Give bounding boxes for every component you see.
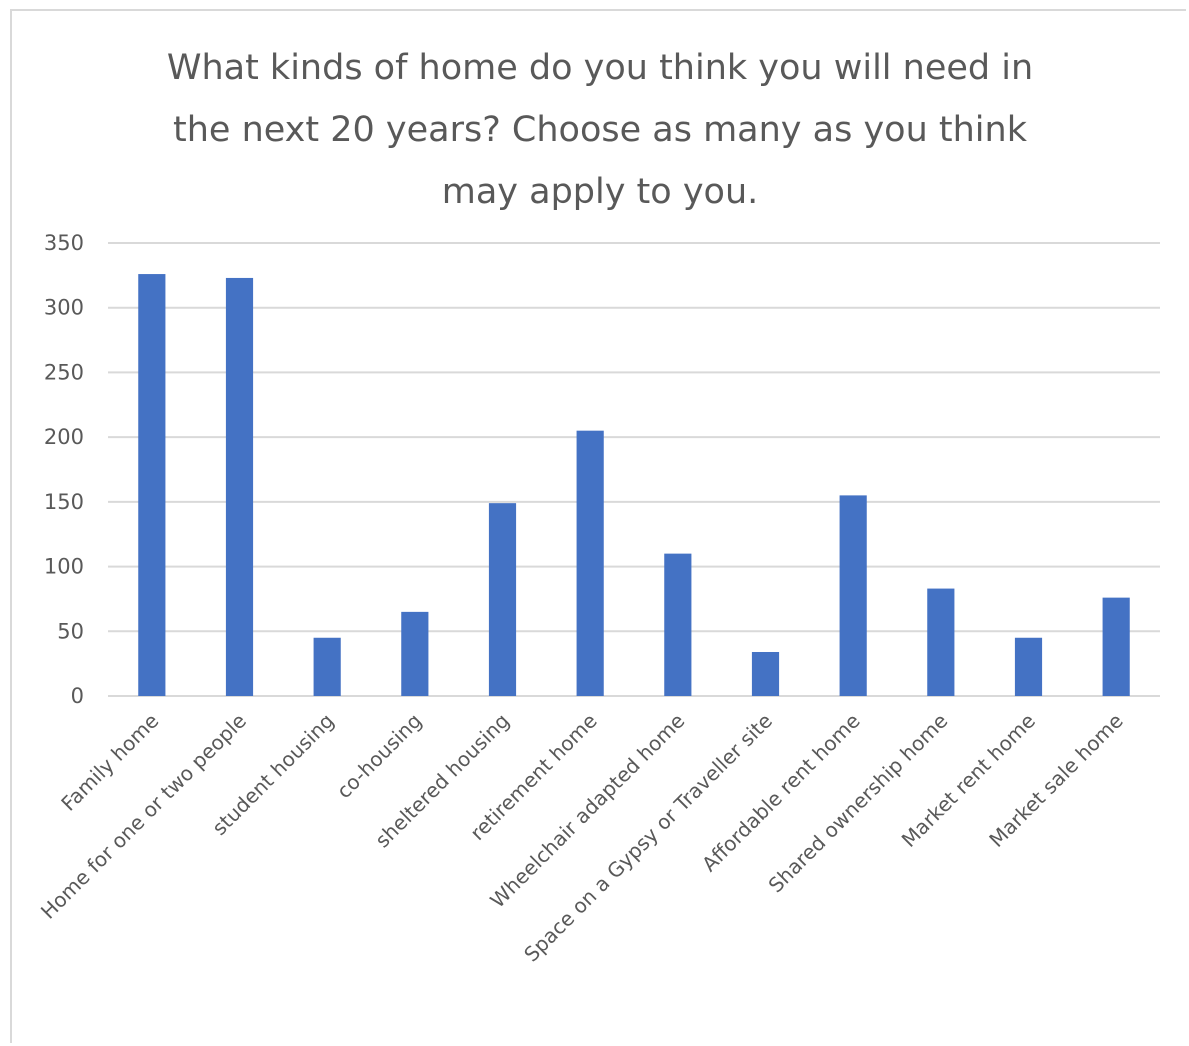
y-tick-label-50: 50 xyxy=(57,619,84,643)
bar-4 xyxy=(488,503,517,696)
bar-10 xyxy=(1014,637,1043,696)
bar-11 xyxy=(1102,597,1130,696)
bar-7 xyxy=(751,651,780,696)
y-tick-label-350: 350 xyxy=(44,231,84,255)
y-tick-label-300: 300 xyxy=(44,296,84,320)
bar-0 xyxy=(138,274,166,696)
x-category-label-8: Affordable rent home xyxy=(697,709,865,877)
bar-2 xyxy=(313,637,341,696)
bar-1 xyxy=(225,277,254,696)
y-tick-label-100: 100 xyxy=(44,555,84,579)
y-tick-label-250: 250 xyxy=(44,360,84,384)
gridlines xyxy=(108,242,1160,697)
bar-5 xyxy=(576,430,604,696)
x-category-label-3: co-housing xyxy=(332,709,427,804)
bar-9 xyxy=(927,588,955,696)
x-category-label-9: Shared ownership home xyxy=(764,709,953,898)
chart-title: What kinds of home do you think you will… xyxy=(166,48,1034,212)
bar-3 xyxy=(401,611,429,696)
bar-6 xyxy=(664,553,692,696)
y-tick-label-150: 150 xyxy=(44,490,84,514)
bars xyxy=(138,274,1130,696)
y-tick-label-0: 0 xyxy=(71,684,84,708)
y-tick-label-200: 200 xyxy=(44,425,84,449)
bar-8 xyxy=(839,495,867,696)
y-axis-ticks: 0 50 100 150 200 250 300 350 xyxy=(44,231,84,708)
